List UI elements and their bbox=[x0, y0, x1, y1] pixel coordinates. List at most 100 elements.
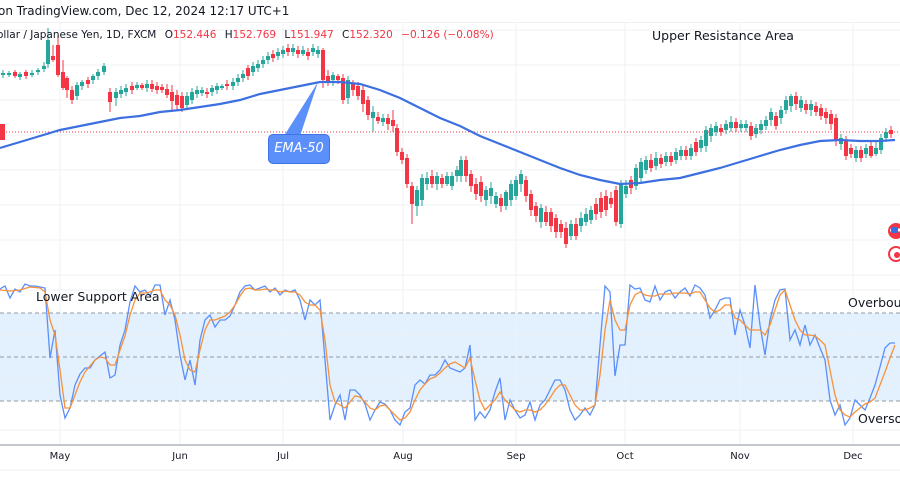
candle-body bbox=[689, 148, 693, 156]
candle-body bbox=[296, 50, 300, 54]
candle-body bbox=[819, 108, 823, 116]
candle-body bbox=[634, 168, 638, 186]
candle-body bbox=[241, 74, 245, 78]
candle-body bbox=[749, 126, 753, 136]
candle-body bbox=[784, 100, 788, 110]
candle-body bbox=[639, 162, 643, 178]
x-axis-label: Oct bbox=[616, 451, 634, 462]
oversold-label: Oversold bbox=[858, 411, 900, 426]
candle-body bbox=[459, 160, 463, 176]
candle-body bbox=[579, 218, 583, 226]
candle-body bbox=[200, 90, 204, 93]
candle-body bbox=[366, 100, 370, 115]
candle-body bbox=[440, 178, 444, 184]
x-axis-label: Jul bbox=[276, 451, 290, 462]
candle-body bbox=[804, 104, 808, 110]
symbol-legend[interactable]: ollar / Japanese Yen, 1D, FXCM O152.446 … bbox=[0, 29, 494, 41]
candle-body bbox=[124, 88, 128, 92]
candle-body bbox=[65, 78, 69, 90]
candle-body bbox=[51, 56, 55, 60]
candle-body bbox=[276, 52, 280, 56]
candle-body bbox=[559, 224, 563, 232]
candle-body bbox=[256, 64, 260, 68]
open-label: O bbox=[164, 29, 173, 41]
japan-flag-icon[interactable] bbox=[888, 246, 900, 262]
candle-body bbox=[809, 104, 813, 110]
candle-body bbox=[759, 124, 763, 130]
us-flag-icon[interactable] bbox=[888, 223, 900, 239]
candle-body bbox=[844, 140, 848, 156]
candle-body bbox=[729, 122, 733, 128]
candle-body bbox=[734, 122, 738, 128]
candle-body bbox=[594, 204, 598, 214]
candle-body bbox=[346, 80, 350, 98]
open-value: 152.446 bbox=[172, 29, 217, 41]
x-axis-label: Sep bbox=[506, 451, 526, 462]
candle-body bbox=[445, 176, 449, 184]
overbought-label: Overbought bbox=[848, 295, 900, 310]
watermark-header: on TradingView.com, Dec 12, 2024 12:17 U… bbox=[0, 0, 900, 23]
candle-body bbox=[56, 45, 60, 75]
candle-body bbox=[779, 110, 783, 118]
candle-body bbox=[80, 82, 84, 86]
candle-body bbox=[24, 72, 28, 76]
candle-body bbox=[649, 160, 653, 168]
ema-callout-pointer bbox=[284, 82, 318, 136]
candle-body bbox=[514, 180, 518, 196]
candle-body bbox=[114, 92, 118, 98]
candle-body bbox=[455, 170, 459, 176]
candle-body bbox=[170, 92, 174, 101]
candle-body bbox=[195, 90, 199, 94]
candle-body bbox=[664, 156, 668, 162]
candle-body bbox=[834, 118, 838, 140]
candle-body bbox=[130, 86, 134, 90]
low-label: L bbox=[284, 29, 291, 41]
candle-body bbox=[724, 124, 728, 130]
candle-body bbox=[584, 214, 588, 222]
candle-body bbox=[160, 87, 164, 90]
candle-body bbox=[679, 150, 683, 156]
candle-body bbox=[13, 72, 17, 76]
candle-body bbox=[524, 180, 528, 196]
low-value: 151.947 bbox=[290, 29, 334, 41]
candle-body bbox=[316, 50, 320, 54]
candle-body bbox=[7, 73, 11, 75]
candle-body bbox=[381, 118, 385, 122]
candle-body bbox=[70, 90, 74, 100]
candle-body bbox=[371, 112, 375, 118]
candle-body bbox=[281, 50, 285, 54]
candle-body bbox=[609, 198, 613, 204]
candle-body bbox=[415, 190, 419, 206]
ema-50-callout[interactable]: EMA-50 bbox=[268, 134, 330, 164]
candle-body bbox=[719, 128, 723, 132]
candle-body bbox=[185, 96, 189, 105]
candle-body bbox=[644, 160, 648, 170]
candle-body bbox=[704, 130, 708, 146]
candle-body bbox=[574, 224, 578, 236]
candle-body bbox=[494, 196, 498, 204]
candle-body bbox=[474, 184, 478, 194]
candle-body bbox=[231, 82, 235, 86]
candle-body bbox=[331, 75, 335, 80]
candle-body bbox=[351, 84, 355, 90]
symbol-name: ollar / Japanese Yen, 1D, FXCM bbox=[0, 29, 157, 41]
candle-body bbox=[684, 150, 688, 156]
candle-body bbox=[544, 212, 548, 222]
candle-body bbox=[519, 174, 523, 184]
candle-body bbox=[589, 210, 593, 220]
change-value: −0.126 (−0.08%) bbox=[401, 29, 494, 41]
watermark-text: on TradingView.com, Dec 12, 2024 12:17 U… bbox=[0, 4, 290, 18]
candle-body bbox=[36, 70, 40, 72]
candle-body bbox=[210, 88, 214, 92]
candle-body bbox=[659, 158, 663, 164]
candle-body bbox=[654, 158, 658, 166]
candle-body bbox=[484, 190, 488, 200]
candle-body bbox=[61, 72, 65, 88]
candle-body bbox=[395, 128, 399, 152]
candle-body bbox=[266, 56, 270, 60]
candle-body bbox=[489, 188, 493, 196]
candle-body bbox=[769, 112, 773, 120]
candle-body bbox=[539, 208, 543, 222]
candle-body bbox=[205, 92, 209, 94]
